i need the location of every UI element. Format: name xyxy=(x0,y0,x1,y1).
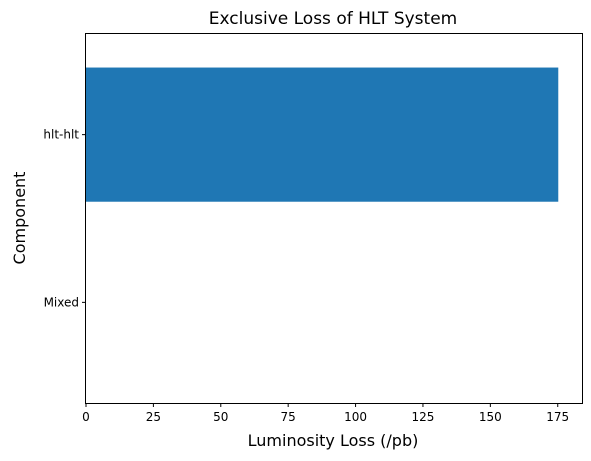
y-axis-ticks: hlt-hlt Mixed xyxy=(43,128,86,310)
x-tick-label: 25 xyxy=(146,410,161,424)
x-tick-label: 0 xyxy=(82,410,90,424)
chart-title: Exclusive Loss of HLT System xyxy=(209,9,457,29)
x-tick-label: 100 xyxy=(344,410,367,424)
y-axis-label: Component xyxy=(10,172,29,265)
x-tick-label: 175 xyxy=(546,410,569,424)
x-tick-label: 50 xyxy=(213,410,228,424)
bar-hlt-hlt xyxy=(86,68,558,202)
x-tick-label: 150 xyxy=(479,410,502,424)
x-tick-label: 75 xyxy=(281,410,296,424)
x-tick-label: 125 xyxy=(412,410,435,424)
y-tick-label: hlt-hlt xyxy=(43,128,79,142)
x-axis-label: Luminosity Loss (/pb) xyxy=(248,431,419,450)
y-tick-label: Mixed xyxy=(44,295,79,309)
bars-group xyxy=(86,68,558,202)
x-axis-ticks: 0 25 50 75 100 125 150 175 xyxy=(82,403,569,424)
